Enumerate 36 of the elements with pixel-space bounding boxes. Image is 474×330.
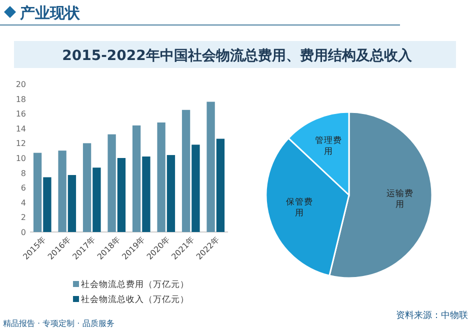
bar bbox=[117, 158, 126, 232]
y-tick-label: 12 bbox=[16, 139, 26, 148]
bar bbox=[206, 102, 215, 232]
bar bbox=[92, 168, 101, 232]
y-tick-label: 0 bbox=[20, 228, 26, 237]
y-tick-label: 2 bbox=[20, 213, 26, 222]
y-tick-label: 18 bbox=[16, 94, 26, 104]
slice-label: 运输费用 bbox=[386, 188, 414, 210]
bar bbox=[82, 143, 92, 232]
bar bbox=[182, 110, 190, 232]
text: 资料来源：中物联 bbox=[396, 310, 468, 321]
y-tick-label: 4 bbox=[20, 198, 26, 208]
bar bbox=[166, 155, 176, 232]
y-tick-label: 20 bbox=[16, 80, 26, 89]
text: 精品报告 · 专项定制 · 品质服务 bbox=[3, 319, 114, 328]
bar bbox=[108, 134, 116, 232]
legend-label: 社会物流总费用（万亿元） bbox=[81, 279, 189, 290]
bar bbox=[157, 122, 166, 232]
text: 产业现状 bbox=[19, 4, 81, 22]
chart-title: 2015-2022年中国社会物流总费用、费用结构及总收入 bbox=[62, 47, 413, 64]
bar bbox=[216, 138, 225, 232]
y-tick-label: 10 bbox=[16, 154, 26, 163]
bar bbox=[192, 144, 200, 232]
y-tick-label: 8 bbox=[20, 168, 26, 178]
y-tick-label: 14 bbox=[16, 124, 26, 134]
bar bbox=[132, 125, 141, 232]
y-tick-label: 16 bbox=[16, 110, 26, 119]
bar bbox=[142, 156, 150, 232]
slice-label: 管理费用 bbox=[315, 134, 342, 157]
y-tick-label: 6 bbox=[20, 184, 26, 193]
legend-label: 社会物流总收入（万亿元） bbox=[81, 294, 189, 305]
bar bbox=[43, 177, 52, 232]
bar bbox=[68, 175, 76, 232]
bar bbox=[33, 152, 42, 232]
bar bbox=[58, 150, 66, 232]
slice-label: 保管费用 bbox=[286, 196, 314, 219]
